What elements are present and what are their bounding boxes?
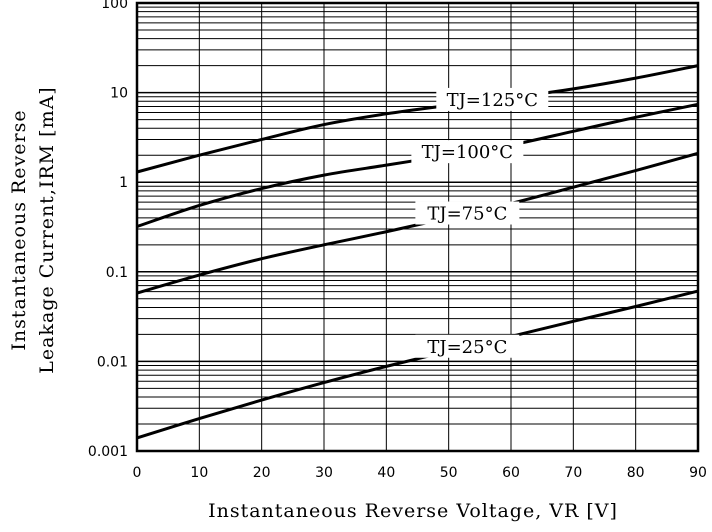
x-tick-label: 40 [377,465,395,481]
y-tick-label: 0.001 [88,444,128,460]
x-tick-label: 60 [502,465,520,481]
y-tick-label: 10 [110,86,128,102]
x-tick-label: 50 [440,465,458,481]
plot-border [135,1,700,453]
x-tick-label: 10 [190,465,208,481]
curves [136,64,699,440]
series-label-2: TJ=75°C [427,204,507,225]
x-tick-label: 20 [253,465,271,481]
x-tick-label: 30 [315,465,333,481]
y-axis-title-line2: Leakage Current,IRM [mA] [36,86,58,373]
y-tick-label: 100 [101,0,128,12]
series-line-1 [136,102,699,228]
series-label-1: TJ=100°C [422,142,513,163]
series-label-0: TJ=125°C [447,90,538,111]
y-tick-label: 0.1 [106,265,128,281]
x-tick-label: 70 [564,465,582,481]
grid [137,3,698,451]
series-line-3 [136,289,699,440]
x-tick-label: 0 [133,465,142,481]
tick-labels: 0 10 20 30 40 50 60 70 80 90 0.001 0.01 0.1 1 10 100 [88,0,707,481]
label-background [436,87,549,111]
y-axis-title-line1: Instantaneous Reverse [8,109,30,350]
label-background [415,334,520,358]
y-tick-label: 1 [119,175,128,191]
plot-frame [135,1,700,453]
y-tick-label: 0.01 [97,354,128,370]
label-background [415,201,520,225]
curve-labels: TJ=125°C TJ=100°C TJ=75°C TJ=25°C [411,87,549,358]
x-tick-label: 90 [689,465,707,481]
x-tick-label: 80 [627,465,645,481]
label-background [411,140,524,164]
series-line-0 [136,64,699,174]
x-axis-title: Instantaneous Reverse Voltage, VR [V] [208,500,618,522]
series-label-3: TJ=25°C [427,337,507,358]
